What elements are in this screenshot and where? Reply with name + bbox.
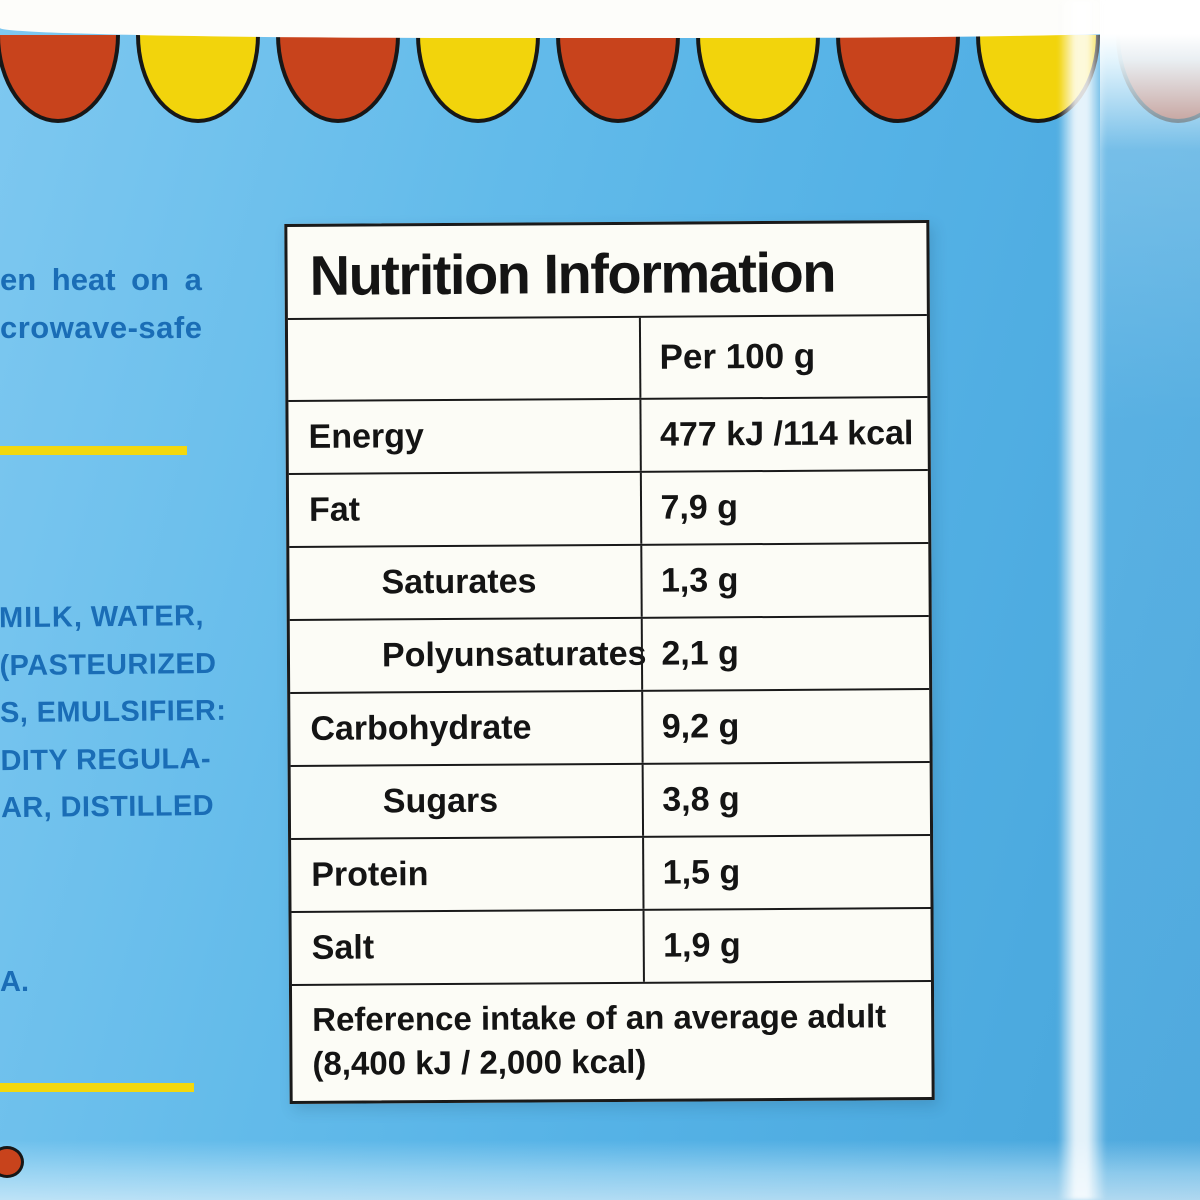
row-value: 7,9 g: [640, 471, 929, 544]
ingredient-milk: MILK: [0, 601, 75, 635]
ingredients-line: (PASTEURIZED: [0, 647, 217, 682]
can-right-surface: [1100, 0, 1200, 1200]
table-row-salt: Salt 1,9 g: [291, 909, 931, 986]
row-value: 3,8 g: [642, 763, 931, 836]
reference-intake-line2: (8,400 kJ / 2,000 kcal): [312, 1042, 647, 1082]
nutrition-title: Nutrition Information: [287, 223, 927, 320]
row-label: Sugars: [382, 781, 499, 821]
bottom-reflection: [0, 1140, 1200, 1200]
ingredients-line: MILK, WATER,: [0, 593, 226, 643]
table-row-energy: Energy 477 kJ /114 kcal: [288, 398, 928, 475]
ingredients-text: MILK, WATER, (PASTEURIZED S, EMULSIFIER:…: [0, 593, 228, 833]
yellow-divider: [0, 446, 187, 455]
table-row-carbohydrate: Carbohydrate 9,2 g: [290, 690, 930, 767]
table-row-fat: Fat 7,9 g: [288, 471, 929, 548]
row-value: 1,3 g: [640, 544, 929, 617]
table-header-row: Per 100 g: [287, 316, 928, 402]
per-100g-header: Per 100 g: [639, 316, 928, 398]
table-row-protein: Protein 1,5 g: [291, 836, 931, 913]
scallop-yellow: [416, 35, 540, 123]
left-text-footnote: A.: [0, 966, 29, 998]
ingredients-line: S, EMULSIFIER:: [0, 694, 227, 730]
row-value: 1,5 g: [642, 836, 931, 909]
can-edge-highlight: [1058, 0, 1106, 1200]
scallop-red: [836, 35, 960, 123]
scallop-border: [0, 35, 1200, 123]
row-value: 9,2 g: [641, 690, 930, 763]
table-row-polyunsaturates: Polyunsaturates 2,1 g: [289, 617, 930, 694]
row-value: 477 kJ /114 kcal: [639, 398, 928, 471]
reference-intake-note: Reference intake of an average adult (8,…: [292, 982, 932, 1101]
ingredients-line: DITY REGULA-: [0, 742, 212, 777]
row-label: Energy: [308, 417, 424, 456]
reference-intake-line1: Reference intake of an average adult: [312, 997, 887, 1038]
nutrition-panel: Nutrition Information Per 100 g Energy 4…: [284, 220, 935, 1105]
row-label: Polyunsaturates: [381, 634, 647, 675]
row-label: Saturates: [381, 562, 537, 602]
scallop-red: [0, 35, 120, 123]
row-label: Fat: [308, 490, 361, 529]
ingredients-line: AR, DISTILLED: [0, 789, 215, 825]
ingredients-line-rest: , WATER,: [73, 600, 204, 634]
table-row-saturates: Saturates 1,3 g: [289, 544, 929, 621]
table-row-sugars: Sugars 3,8 g: [290, 763, 931, 840]
row-label: Salt: [311, 928, 375, 967]
row-value: 2,1 g: [641, 617, 930, 690]
lid-edge: [0, 0, 1200, 38]
row-label: Carbohydrate: [310, 708, 532, 748]
row-label: Protein: [311, 855, 429, 894]
scallop-yellow: [136, 35, 260, 123]
yellow-divider: [0, 1083, 194, 1092]
left-text-microwave: crowave-safe: [0, 310, 203, 345]
scallop-red: [556, 35, 680, 123]
row-value: 1,9 g: [642, 909, 931, 982]
bottom-scallop-fragment: [0, 1146, 24, 1178]
left-text-heat: en heat on a: [0, 262, 202, 297]
scallop-red: [276, 35, 400, 123]
scallop-yellow: [696, 35, 820, 123]
header-empty-cell: [288, 358, 639, 360]
